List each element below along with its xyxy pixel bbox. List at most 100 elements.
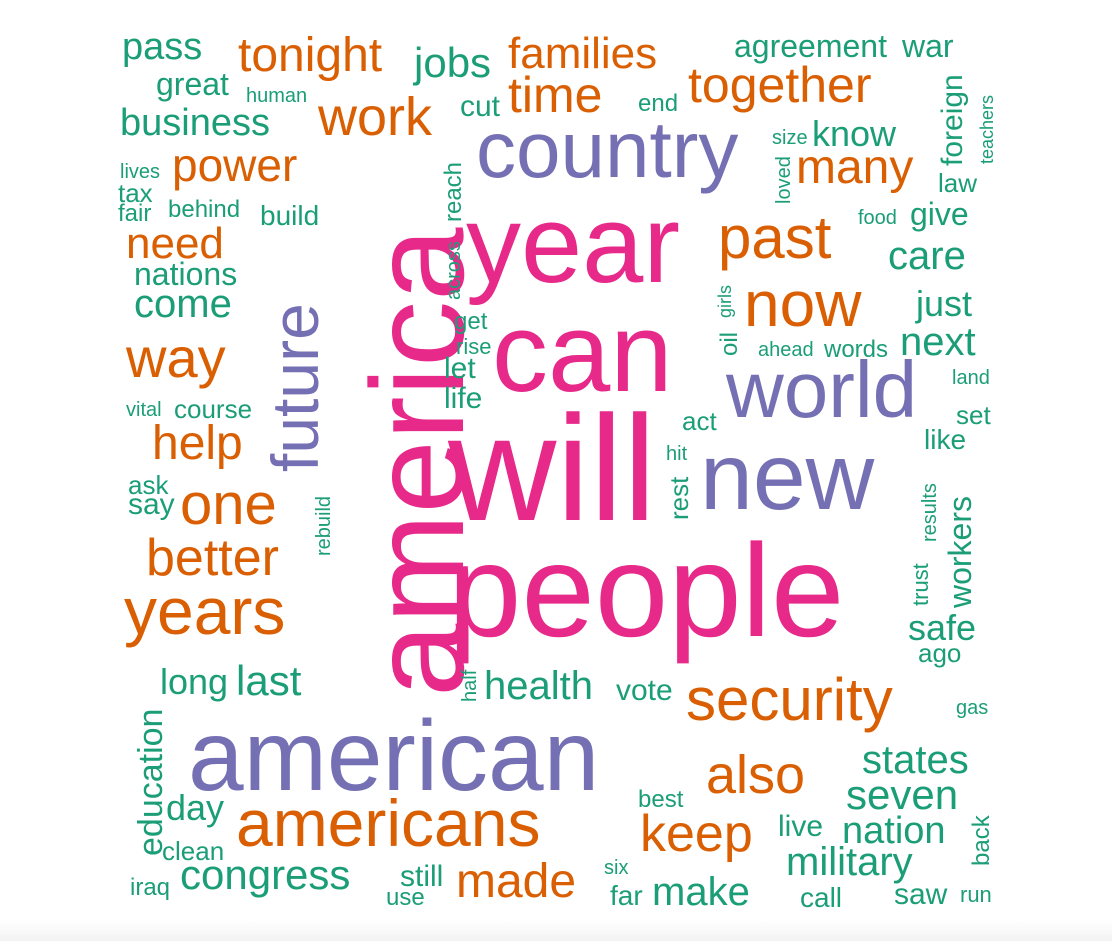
word-clean: clean — [162, 836, 225, 866]
word-business: business — [120, 102, 270, 144]
word-many: many — [796, 141, 914, 194]
word-also: also — [706, 745, 806, 805]
word-years: years — [124, 574, 286, 648]
word-fair: fair — [118, 200, 152, 227]
word-half: half — [459, 669, 481, 702]
word-land: land — [952, 367, 990, 389]
word-new: new — [700, 424, 875, 530]
word-ask: ask — [128, 470, 169, 500]
word-rest: rest — [664, 476, 694, 520]
word-live: live — [778, 810, 824, 843]
word-far: far — [610, 880, 643, 911]
word-vote: vote — [616, 674, 673, 707]
word-words: words — [824, 336, 889, 363]
word-jobs: jobs — [414, 39, 492, 86]
word-iraq: iraq — [130, 874, 171, 901]
word-day: day — [166, 787, 225, 828]
word-ahead: ahead — [758, 339, 814, 361]
word-make: make — [652, 870, 750, 914]
word-use: use — [386, 884, 425, 911]
word-behind: behind — [168, 196, 241, 223]
word-military: military — [786, 840, 913, 884]
word-congress: congress — [180, 851, 351, 898]
word-rise: rise — [456, 334, 492, 359]
word-way: way — [126, 326, 226, 389]
word-girls: girls — [715, 284, 735, 318]
word-one: one — [180, 472, 277, 537]
word-results: results — [919, 483, 941, 542]
word-food: food — [858, 207, 897, 229]
word-hit: hit — [666, 443, 688, 465]
word-rebuild: rebuild — [313, 495, 335, 556]
word-power: power — [172, 139, 298, 191]
word-american: american — [188, 700, 600, 812]
word-past: past — [718, 204, 832, 271]
word-security: security — [686, 666, 893, 733]
word-law: law — [938, 168, 978, 198]
word-time: time — [508, 67, 603, 123]
word-nation: nation — [842, 810, 946, 852]
word-care: care — [888, 234, 966, 278]
word-saw: saw — [894, 878, 948, 911]
word-keep: keep — [640, 805, 753, 863]
word-act: act — [682, 406, 717, 436]
word-better: better — [146, 529, 279, 587]
word-back: back — [968, 815, 995, 866]
word-human: human — [246, 85, 308, 107]
word-teachers: teachers — [977, 94, 997, 164]
word-safe: safe — [908, 607, 977, 648]
word-war: war — [902, 28, 954, 64]
word-together: together — [688, 57, 872, 113]
word-long: long — [160, 661, 229, 702]
word-run: run — [960, 882, 992, 907]
word-last: last — [236, 657, 302, 704]
word-loved: loved — [773, 156, 795, 204]
word-agreement: agreement — [734, 28, 887, 64]
word-ago: ago — [918, 638, 962, 668]
word-foreign: foreign — [936, 74, 969, 166]
word-help: help — [152, 417, 243, 470]
word-lives: lives — [120, 161, 161, 183]
word-size: size — [772, 127, 808, 149]
word-call: call — [800, 882, 843, 913]
word-families: families — [508, 29, 658, 78]
word-seven: seven — [846, 771, 959, 818]
word-year: year — [466, 183, 680, 306]
word-now: now — [744, 268, 862, 340]
bottom-edge-shadow — [0, 919, 1112, 941]
word-tonight: tonight — [238, 29, 383, 82]
word-world: world — [726, 345, 918, 434]
word-just: just — [916, 283, 973, 324]
word-great: great — [156, 66, 229, 102]
word-best: best — [638, 786, 684, 813]
word-future: future — [258, 303, 332, 472]
word-come: come — [134, 282, 232, 326]
word-cut: cut — [460, 90, 501, 123]
word-people: people — [448, 517, 845, 664]
word-reach: reach — [440, 161, 467, 222]
word-pass: pass — [122, 26, 203, 68]
word-trust: trust — [908, 563, 933, 606]
word-next: next — [900, 320, 976, 364]
word-nations: nations — [134, 256, 238, 292]
word-course: course — [174, 394, 253, 424]
word-like: like — [924, 424, 967, 455]
word-vital: vital — [126, 399, 162, 421]
word-need: need — [126, 219, 224, 268]
word-end: end — [638, 90, 679, 117]
word-states: states — [862, 738, 969, 782]
word-say: say — [128, 488, 175, 521]
word-get: get — [454, 308, 488, 335]
word-life: life — [444, 382, 483, 415]
word-set: set — [956, 400, 991, 430]
word-across: across — [443, 241, 465, 300]
word-build: build — [260, 200, 320, 231]
word-workers: workers — [942, 495, 978, 608]
word-americans: americans — [236, 786, 541, 860]
word-can: can — [492, 290, 673, 415]
word-still: still — [400, 860, 444, 893]
word-six: six — [604, 857, 629, 879]
word-oil: oil — [716, 331, 743, 356]
word-gas: gas — [956, 697, 989, 719]
